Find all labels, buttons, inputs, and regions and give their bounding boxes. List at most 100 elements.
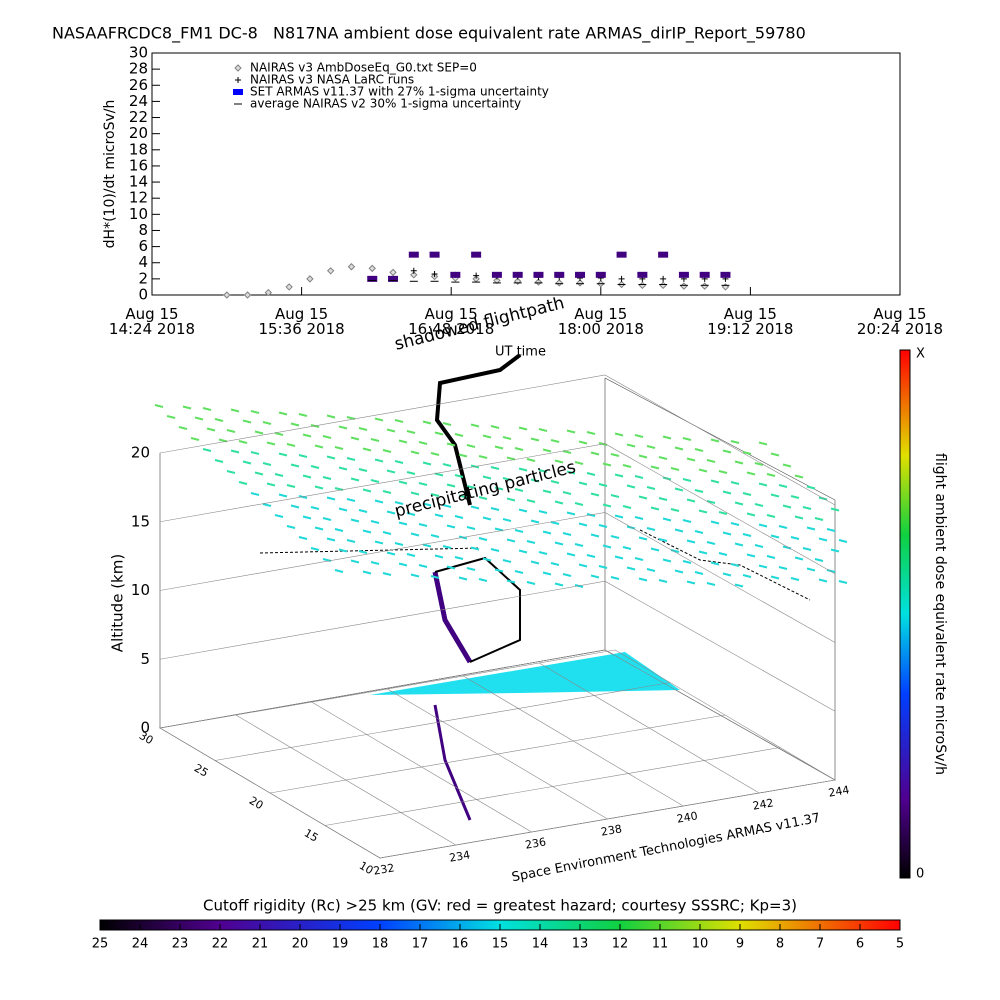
y-tick-label: 22 bbox=[129, 108, 148, 126]
particle-dash bbox=[274, 514, 284, 518]
particle-dash bbox=[358, 427, 368, 431]
particle-dash bbox=[490, 548, 500, 552]
particle-dash bbox=[298, 536, 308, 540]
particle-dash bbox=[442, 545, 452, 549]
particle-dash bbox=[662, 517, 672, 522]
cb-tick-label: 17 bbox=[412, 937, 429, 952]
particle-dash bbox=[770, 534, 780, 539]
particle-dash bbox=[658, 456, 668, 460]
particle-dash bbox=[634, 434, 644, 438]
particle-dash bbox=[382, 490, 392, 494]
particle-dash bbox=[722, 449, 732, 454]
particle-dash bbox=[694, 448, 704, 452]
particle-dash bbox=[310, 547, 320, 551]
particle-dash bbox=[262, 421, 272, 425]
marker bbox=[534, 278, 543, 286]
grid-line bbox=[614, 649, 836, 781]
particle-dash bbox=[746, 512, 756, 517]
particle-dash bbox=[646, 445, 656, 449]
particle-dash bbox=[674, 446, 684, 451]
particle-dash bbox=[694, 530, 704, 534]
marker bbox=[408, 251, 419, 258]
particle-dash bbox=[278, 452, 288, 457]
particle-dash bbox=[458, 453, 468, 458]
particle-dash bbox=[838, 539, 848, 543]
y-tick-label: 20 bbox=[129, 124, 148, 142]
particle-dash bbox=[742, 574, 752, 578]
marker bbox=[575, 271, 586, 278]
particle-dash bbox=[502, 518, 512, 522]
particle-dash bbox=[334, 446, 344, 450]
particle-dash bbox=[706, 500, 716, 504]
y-tick-label: 18 bbox=[129, 140, 148, 158]
alt-tick-label: 15 bbox=[131, 512, 150, 530]
particle-dash bbox=[658, 579, 668, 583]
particle-dash bbox=[610, 453, 620, 457]
particle-dash bbox=[362, 529, 372, 534]
particle-dash bbox=[374, 499, 384, 504]
particle-dash bbox=[322, 435, 332, 439]
particle-dash bbox=[278, 411, 288, 416]
particle-dash bbox=[706, 582, 716, 586]
y-tick-label: 4 bbox=[138, 253, 148, 271]
particle-dash bbox=[646, 568, 656, 572]
particle-dash bbox=[590, 533, 600, 538]
particle-dash bbox=[614, 514, 624, 519]
particle-dash bbox=[710, 561, 720, 566]
particle-dash bbox=[674, 569, 684, 574]
particle-dash bbox=[298, 454, 308, 458]
particle-dash bbox=[674, 528, 684, 533]
alt-tick-label: 0 bbox=[140, 719, 150, 737]
particle-dash bbox=[530, 560, 540, 565]
particle-dash bbox=[638, 495, 648, 500]
particle-dash bbox=[634, 516, 644, 520]
particle-dash bbox=[446, 442, 456, 447]
cb-tick-label: 6 bbox=[856, 937, 864, 952]
particle-dash bbox=[346, 539, 356, 543]
particle-dash bbox=[586, 472, 596, 476]
particle-dash bbox=[514, 447, 524, 451]
particle-dash bbox=[770, 575, 780, 580]
marker bbox=[533, 271, 544, 278]
particle-dash bbox=[758, 441, 768, 446]
particle-dash bbox=[422, 502, 432, 507]
particle-dash bbox=[626, 566, 636, 571]
marker bbox=[223, 291, 231, 299]
particle-dash bbox=[514, 488, 524, 492]
marker bbox=[410, 271, 418, 279]
particle-dash bbox=[754, 544, 764, 548]
grid-line bbox=[311, 701, 532, 833]
particle-dash bbox=[442, 463, 452, 467]
particle-dash bbox=[598, 483, 608, 487]
particle-dash bbox=[626, 443, 636, 448]
scene-3d bbox=[159, 377, 836, 859]
particle-dash bbox=[658, 497, 668, 501]
particle-dash bbox=[638, 536, 648, 541]
particle-dash bbox=[506, 579, 516, 584]
particle-dash bbox=[482, 557, 492, 562]
particle-dash bbox=[686, 580, 696, 585]
marker bbox=[410, 267, 417, 274]
particle-dash bbox=[422, 461, 432, 466]
particle-dash bbox=[502, 559, 512, 563]
y-tick-label: 8 bbox=[138, 221, 148, 239]
particle-dash bbox=[418, 523, 428, 527]
particle-dash bbox=[410, 532, 420, 537]
particle-dash bbox=[394, 419, 404, 423]
particle-dash bbox=[350, 559, 360, 564]
marker bbox=[429, 251, 440, 258]
particle-dash bbox=[266, 482, 276, 487]
y-tick-label: 10 bbox=[129, 205, 148, 223]
grid-line bbox=[539, 662, 760, 794]
particle-dash bbox=[230, 408, 240, 413]
cb-tick-label: 21 bbox=[252, 937, 269, 952]
particle-dash bbox=[290, 504, 300, 509]
marker bbox=[513, 277, 522, 285]
particle-dash bbox=[734, 542, 744, 547]
particle-dash bbox=[418, 482, 428, 486]
particle-dash bbox=[454, 515, 464, 519]
particle-dash bbox=[382, 449, 392, 453]
y-axis-label: dH*(10)/dt microSv/h bbox=[102, 100, 118, 249]
particle-dash bbox=[382, 572, 392, 576]
